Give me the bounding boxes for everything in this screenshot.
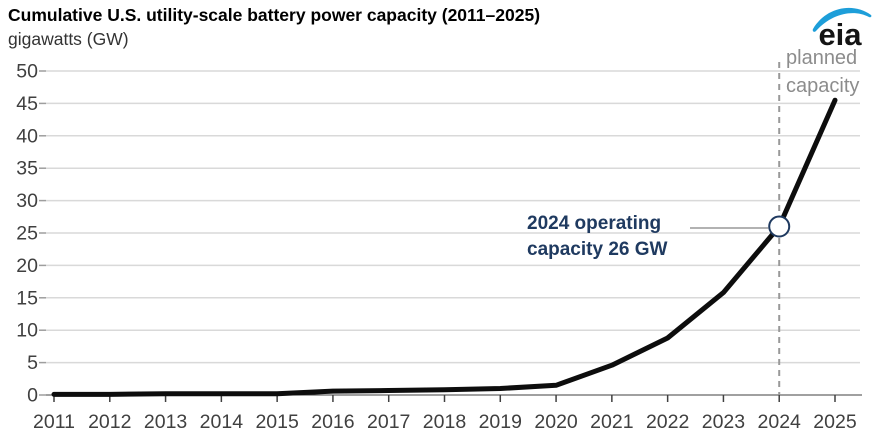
chart-title: Cumulative U.S. utility-scale battery po… xyxy=(8,5,541,25)
x-tick-label: 2022 xyxy=(646,411,689,433)
eia-logo-swoosh-icon xyxy=(812,7,872,32)
planned-capacity-label: planned capacity xyxy=(786,44,859,100)
x-tick-label: 2016 xyxy=(311,411,354,433)
y-tick-label: 10 xyxy=(16,320,38,342)
y-tick-label: 25 xyxy=(16,223,38,245)
x-tick-label: 2011 xyxy=(33,411,75,433)
y-tick-label: 5 xyxy=(27,352,38,374)
y-tick-label: 0 xyxy=(27,385,38,407)
y-tick-label: 30 xyxy=(16,190,38,212)
capacity-data-line xyxy=(51,97,838,397)
chart-unit-label: gigawatts (GW) xyxy=(8,29,129,49)
x-tick-label: 2017 xyxy=(367,411,410,433)
y-tick-label: 15 xyxy=(16,287,38,309)
planned-line-1: planned xyxy=(786,47,858,69)
y-tick-label: 40 xyxy=(16,125,38,147)
x-tick-label: 2024 xyxy=(758,411,802,433)
callout-line-1: 2024 operating xyxy=(527,213,662,234)
eia-logo-text: eia xyxy=(818,17,862,52)
y-tick-label: 20 xyxy=(16,255,38,277)
y-tick-label: 35 xyxy=(16,158,38,180)
x-tick-label: 2013 xyxy=(144,411,187,433)
planned-line-2: capacity xyxy=(786,75,860,97)
x-tick-label: 2012 xyxy=(88,411,131,433)
callout-line-2: capacity 26 GW xyxy=(527,239,668,260)
callout-marker xyxy=(768,215,791,238)
y-tick-label: 45 xyxy=(16,93,38,115)
y-tick-label: 50 xyxy=(16,61,38,83)
eia-logo: eia xyxy=(812,7,872,52)
x-tick-label: 2019 xyxy=(479,411,522,433)
x-tick-label: 2015 xyxy=(255,411,299,433)
x-tick-label: 2021 xyxy=(590,411,633,433)
x-tick-label: 2018 xyxy=(423,411,466,433)
x-tick-label: 2025 xyxy=(813,411,857,433)
x-tick-label: 2014 xyxy=(200,411,244,433)
x-tick-label: 2020 xyxy=(534,411,578,433)
x-tick-label: 2023 xyxy=(702,411,745,433)
operating-capacity-callout: 2024 operating capacity 26 GW xyxy=(527,211,667,263)
